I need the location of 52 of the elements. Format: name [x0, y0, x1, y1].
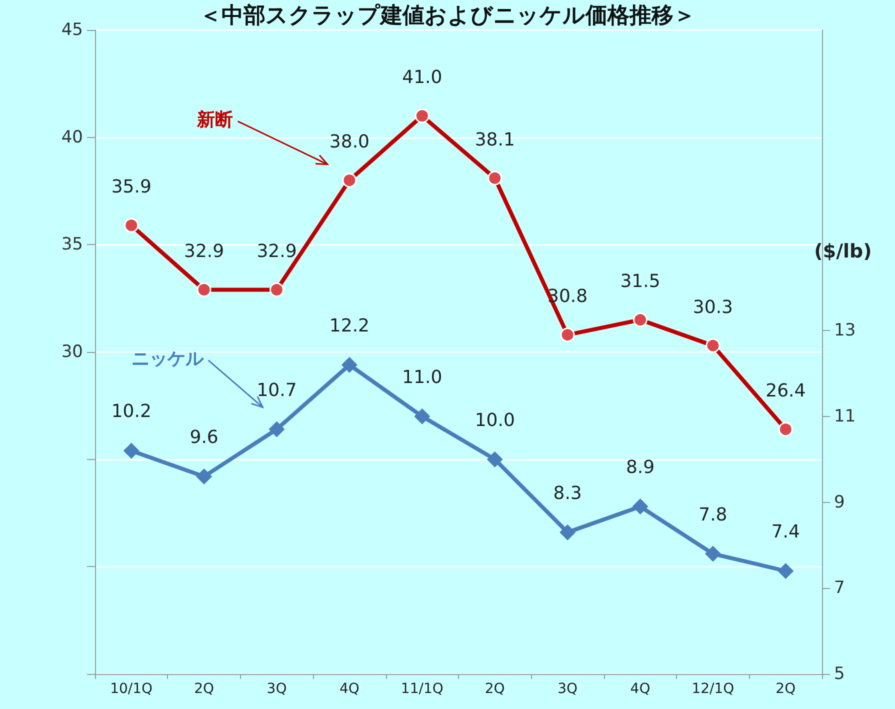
- x-tick-label: 4Q: [630, 681, 650, 697]
- x-tick-label: 2Q: [194, 681, 214, 697]
- y2-tick-label: 13: [834, 320, 856, 341]
- point: [560, 524, 576, 540]
- point: [486, 451, 503, 468]
- data-label: 10.0: [474, 410, 515, 431]
- y2-tick-label: 7: [834, 578, 845, 598]
- data-label: 8.9: [626, 457, 655, 478]
- y-tick-label: 30: [61, 342, 83, 362]
- x-tick-label: 10/1Q: [110, 681, 153, 697]
- y2-axis-title: ($/lb): [814, 240, 872, 263]
- point: [196, 468, 212, 485]
- x-tick-label: 2Q: [776, 681, 796, 697]
- x-tick-label: 4Q: [339, 681, 360, 697]
- y-tick-label: 45: [61, 20, 83, 40]
- y2-tick-label: 11: [834, 406, 856, 426]
- x-tick-label: 3Q: [266, 681, 287, 697]
- y2-tick-label: 9: [834, 492, 845, 512]
- point: [778, 562, 794, 579]
- data-label: 38.0: [329, 132, 370, 153]
- x-tick-label: 12/1Q: [692, 681, 734, 697]
- data-label: 26.4: [766, 380, 806, 402]
- data-label: 30.3: [692, 296, 733, 318]
- point: [414, 408, 430, 424]
- data-label: 32.9: [184, 240, 224, 262]
- data-label: 12.2: [329, 315, 370, 336]
- data-label: 7.4: [771, 521, 800, 542]
- data-label: 7.8: [698, 504, 728, 526]
- x-tick-label: 3Q: [558, 681, 578, 697]
- x-tick-label: 11/1Q: [400, 681, 444, 697]
- data-label: 11.0: [402, 366, 442, 388]
- point: [268, 421, 285, 438]
- data-label: 8.3: [553, 482, 582, 504]
- data-label: 32.9: [256, 240, 297, 262]
- y2-tick-label: 5: [834, 664, 845, 684]
- y-tick-label: 40: [61, 127, 83, 148]
- y-tick-label: 35: [61, 234, 83, 255]
- text: ニッケル: [131, 348, 204, 370]
- data-label: 9.6: [190, 427, 218, 448]
- data-label: 38.1: [474, 129, 515, 150]
- chart-title: ＜中部スクラップ建値およびニッケル価格推移＞: [200, 2, 696, 28]
- data-label: 31.5: [620, 271, 660, 292]
- text: 新断: [196, 109, 233, 130]
- data-label: 35.9: [111, 176, 152, 198]
- point: [123, 442, 140, 459]
- x-tick-label: 2Q: [484, 681, 505, 697]
- point: [632, 498, 648, 515]
- data-label: 10.7: [256, 380, 297, 401]
- point: [704, 546, 721, 562]
- data-label: 41.0: [402, 67, 442, 88]
- point: [341, 356, 358, 373]
- data-label: 10.2: [111, 401, 152, 422]
